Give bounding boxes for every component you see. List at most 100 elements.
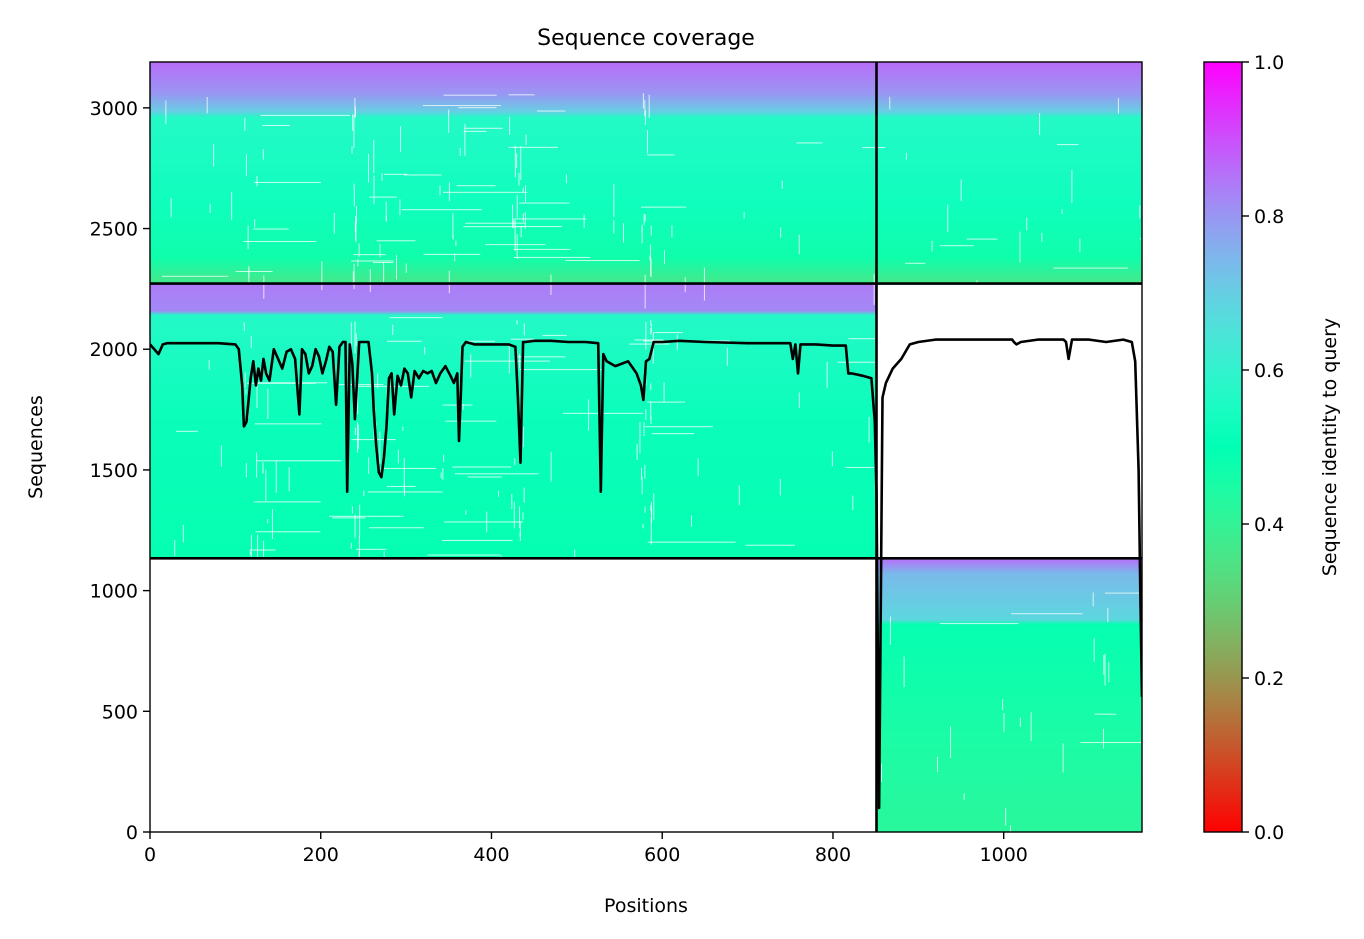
gap-speckle <box>1019 717 1021 727</box>
gap-speckle <box>516 195 518 218</box>
gap-speckle <box>781 180 783 189</box>
gap-speckle <box>515 226 563 228</box>
gap-speckle <box>652 332 683 334</box>
gap-speckle <box>780 227 782 238</box>
gap-speckle <box>1010 825 1012 832</box>
colorbar-label: Sequence identity to query <box>1319 318 1341 576</box>
gap-speckle <box>1061 209 1063 214</box>
y-tick-label: 2500 <box>90 219 138 241</box>
gap-speckle <box>779 479 781 496</box>
gap-speckle <box>516 153 518 169</box>
gap-speckle <box>1039 113 1041 135</box>
colorbar <box>1203 61 1243 833</box>
coverage-line <box>150 338 1142 810</box>
gap-speckle <box>427 554 501 556</box>
gap-speckle <box>182 524 184 543</box>
gap-speckle <box>442 539 513 541</box>
gap-speckle <box>650 258 652 278</box>
gap-speckle <box>516 233 518 259</box>
gap-speckle <box>357 258 359 267</box>
gap-speckle <box>439 185 441 196</box>
gap-speckle <box>963 793 965 800</box>
gap-speckle <box>1093 637 1095 662</box>
y-axis-label: Sequences <box>25 395 47 499</box>
gap-speckle <box>873 274 875 305</box>
colorbar-tick-label: 0.4 <box>1254 514 1284 536</box>
gap-speckle <box>837 361 910 363</box>
gap-speckle <box>636 443 638 461</box>
gap-speckle <box>463 226 525 228</box>
gap-speckle <box>262 149 264 160</box>
gap-speckle <box>523 323 525 336</box>
gap-speckle <box>966 238 998 240</box>
x-tick-label: 600 <box>644 844 680 866</box>
gap-speckle <box>831 451 833 467</box>
gap-speckle <box>175 430 199 432</box>
gap-speckle <box>368 153 370 183</box>
gap-speckle <box>650 517 652 545</box>
gap-speckle <box>333 212 335 234</box>
gap-speckle <box>645 409 647 421</box>
gap-speckle <box>452 213 454 238</box>
gap-speckle <box>256 452 258 478</box>
gap-speckle <box>745 544 795 546</box>
gap-speckle <box>321 261 323 291</box>
gap-speckle <box>650 383 652 390</box>
gap-speckle <box>206 96 208 114</box>
gap-speckle <box>542 334 567 336</box>
gap-speckle <box>256 375 258 408</box>
gap-speckle <box>353 254 386 256</box>
gap-speckle <box>383 173 408 175</box>
gap-speckle <box>353 188 355 207</box>
gap-speckle <box>271 509 273 540</box>
gap-speckle <box>267 519 269 524</box>
gap-speckle <box>463 130 487 132</box>
gap-speckle <box>440 472 442 479</box>
gap-speckle <box>550 451 552 482</box>
gap-speckle <box>244 117 246 131</box>
gap-speckle <box>931 240 933 252</box>
gap-speckle <box>1002 699 1004 711</box>
gap-speckle <box>650 225 652 236</box>
gap-speckle <box>445 420 497 422</box>
gap-speckle <box>1104 653 1106 686</box>
y-tick-label: 3000 <box>90 98 138 120</box>
gap-speckle <box>644 110 646 125</box>
gap-speckle <box>588 399 590 431</box>
gap-speckle <box>1103 654 1105 675</box>
gap-speckle <box>265 469 267 502</box>
gap-speckle <box>508 346 510 374</box>
gap-speckle <box>358 550 360 582</box>
gap-speckle <box>260 114 351 116</box>
gap-speckle <box>456 185 496 187</box>
gap-speckle <box>889 96 891 110</box>
gap-speckle <box>369 527 425 529</box>
gap-speckle <box>511 493 513 510</box>
gap-speckle <box>508 94 535 96</box>
gap-speckle <box>396 255 398 280</box>
gap-speckle <box>367 491 443 493</box>
x-tick-label: 400 <box>473 844 509 866</box>
gap-speckle <box>641 224 643 232</box>
gap-speckle <box>513 218 515 229</box>
gap-speckle <box>650 416 652 424</box>
gap-speckle <box>465 222 526 224</box>
x-axis: 0 200 400 600 800 1000 <box>144 832 1028 866</box>
gap-speckle <box>262 124 291 126</box>
gap-speckle <box>905 262 926 264</box>
gap-speckle <box>383 551 385 560</box>
gap-speckle <box>405 263 407 273</box>
gap-speckle <box>263 540 265 572</box>
gap-speckle <box>351 260 394 262</box>
gap-speckle <box>520 226 522 238</box>
gap-speckle <box>1080 742 1142 744</box>
gap-speckle <box>939 245 974 247</box>
gap-speckle <box>653 493 655 520</box>
gap-speckle <box>512 204 514 229</box>
gap-speckle <box>263 275 265 299</box>
gap-speckle <box>400 126 402 153</box>
gap-speckle <box>245 388 247 395</box>
gap-speckle <box>1092 592 1094 607</box>
colorbar-tick-label: 1.0 <box>1254 52 1284 74</box>
gap-speckle <box>525 134 527 145</box>
